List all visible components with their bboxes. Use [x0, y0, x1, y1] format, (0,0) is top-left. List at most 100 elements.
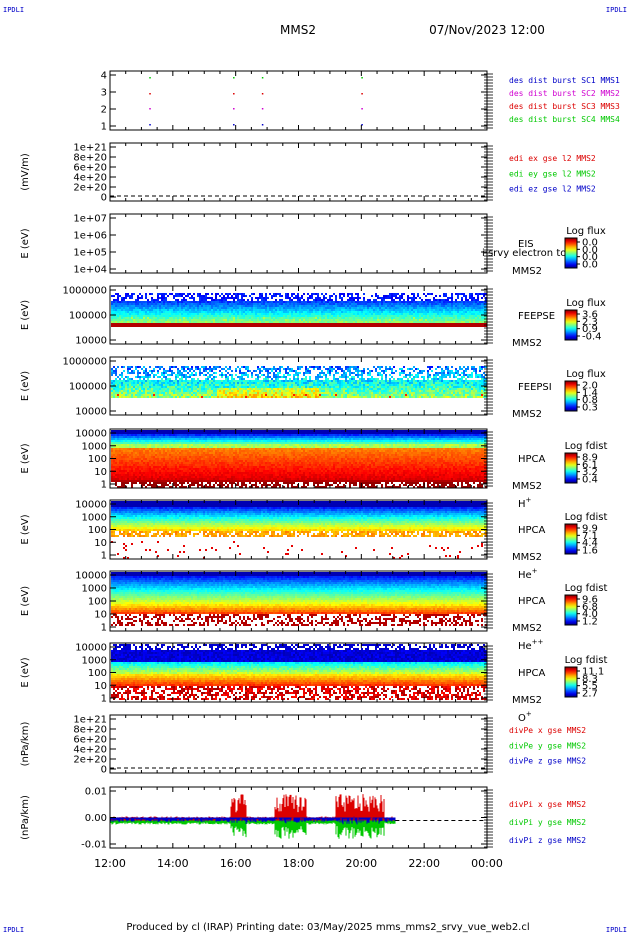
species-label: He++: [518, 638, 544, 652]
y-tick-label: 1e+07: [73, 214, 107, 225]
colorbar-tick-label: -0.4: [582, 332, 602, 343]
legend-entry: des dist burst SC1 MMS1: [509, 76, 620, 85]
y-tick-label: 1: [101, 480, 107, 491]
y-tick-label: 1e+04: [73, 265, 107, 276]
spectrogram-cells: [111, 293, 487, 327]
colorbar-tick-label: 9.9: [582, 524, 598, 535]
colorbar-tick-label: 0.3: [582, 403, 598, 414]
burst-mark: [233, 93, 235, 95]
y-tick-label: 1000: [82, 655, 107, 666]
y-tick-label: 1: [101, 623, 107, 634]
y-tick-label: 2e+20: [73, 183, 107, 194]
x-tick-label: 20:00: [345, 857, 377, 870]
y-tick-label: 2: [101, 105, 107, 116]
spectrogram-cells: [111, 644, 487, 700]
spacecraft-label: MMS2: [512, 266, 542, 277]
colorbar-tick-label: 8.9: [582, 453, 598, 464]
y-tick-label: 6e+20: [73, 735, 107, 746]
colorbar-tick-label: 0.9: [582, 324, 598, 335]
colorbar-tick-label: 9.6: [582, 595, 598, 606]
colorbar-tick-label: 0.0: [582, 245, 598, 256]
spectrogram-cells: [111, 366, 487, 398]
legend-entry: divPi x gse MMS2: [509, 800, 586, 809]
footer-credit: Produced by cl (IRAP) Printing date: 03/…: [126, 922, 529, 933]
spacecraft-label: MMS2: [512, 409, 542, 420]
burst-mark: [149, 124, 151, 126]
y-tick-label: 1000: [82, 512, 107, 523]
y-tick-label: 4: [101, 71, 107, 82]
colorbar-tick-label: 2.3: [582, 317, 598, 328]
spectrogram-cells: [111, 430, 487, 488]
colorbar: [564, 380, 578, 412]
colorbar-tick-label: 3.6: [582, 310, 598, 321]
corner-mark-top-left: IPDLI: [3, 6, 24, 14]
species-label: O+: [518, 710, 532, 724]
colorbar-tick-label: 7.1: [582, 531, 598, 542]
spectrogram-cells: [111, 501, 487, 559]
burst-mark: [361, 93, 363, 95]
corner-mark-top-right: IPDLI: [606, 6, 627, 14]
y-axis-label: (nPa/km): [20, 722, 31, 767]
spacecraft-label: MMS2: [512, 695, 542, 706]
instrument-label: HPCA: [518, 596, 546, 607]
burst-mark: [149, 77, 151, 79]
y-tick-label: 10: [94, 610, 107, 621]
panel-frame: [109, 714, 488, 774]
y-tick-label: 0.01: [85, 787, 107, 798]
colorbar-tick-label: 4.4: [582, 538, 598, 549]
plot-datetime: 07/Nov/2023 12:00: [429, 23, 545, 37]
corner-mark-bottom-left: IPDLI: [3, 926, 24, 934]
colorbar-tick-label: 6.1: [582, 460, 598, 471]
burst-mark: [233, 108, 235, 110]
colorbar-tick-label: 0.4: [582, 475, 598, 486]
colorbar-tick-label: 6.8: [582, 602, 598, 613]
y-tick-label: 100: [88, 668, 107, 679]
y-tick-label: 1000: [82, 441, 107, 452]
y-tick-label: 4e+20: [73, 745, 107, 756]
colorbar-title: Log fdist: [565, 583, 608, 594]
burst-mark: [361, 108, 363, 110]
y-tick-label: 1: [101, 122, 107, 133]
burst-mark: [261, 93, 264, 95]
colorbar-tick-label: 0.0: [582, 260, 598, 271]
y-tick-label: 1e+05: [73, 248, 107, 259]
species-label: He+: [518, 567, 538, 581]
panel-frame: [109, 142, 488, 202]
y-tick-label: 10: [94, 681, 107, 692]
y-tick-label: 1000000: [62, 357, 107, 368]
y-tick-label: 10: [94, 467, 107, 478]
y-tick-label: 1e+06: [73, 231, 107, 242]
y-tick-label: 3: [101, 88, 107, 99]
x-tick-label: 18:00: [283, 857, 315, 870]
colorbar-tick-label: 0.0: [582, 252, 598, 263]
colorbar-tick-label: 5.5: [582, 681, 598, 692]
legend-entry: des dist burst SC2 MMS2: [509, 89, 620, 98]
colorbar-tick-label: 4.0: [582, 609, 598, 620]
instrument-label: FEEPSI: [518, 382, 552, 393]
series-x: [109, 794, 396, 821]
y-tick-label: 1e+21: [73, 143, 107, 154]
y-axis-label: E (eV): [20, 586, 31, 616]
colorbar-tick-label: 0.8: [582, 395, 598, 406]
colorbar-tick-label: 8.3: [582, 674, 598, 685]
y-tick-label: 10000: [75, 571, 107, 582]
y-axis-label: E (eV): [20, 443, 31, 473]
overlay-label: i srvy electron to: [482, 248, 566, 259]
legend-entry: divPe z gse MMS2: [509, 757, 586, 766]
corner-mark-bottom-right: IPDLI: [606, 926, 627, 934]
spacecraft-label: MMS2: [512, 481, 542, 492]
panel-frame: [109, 70, 488, 131]
y-axis-label: E (eV): [20, 657, 31, 687]
burst-mark: [261, 77, 264, 79]
burst-mark: [261, 124, 264, 126]
species-label: H+: [518, 496, 532, 510]
instrument-label: HPCA: [518, 454, 546, 465]
colorbar-tick-label: 2.0: [582, 381, 598, 392]
burst-mark: [361, 124, 363, 126]
burst-mark: [361, 77, 363, 79]
burst-mark: [149, 93, 151, 95]
y-axis-label: E (eV): [20, 228, 31, 258]
colorbar-tick-label: 1.4: [582, 388, 598, 399]
x-tick-label: 22:00: [408, 857, 440, 870]
